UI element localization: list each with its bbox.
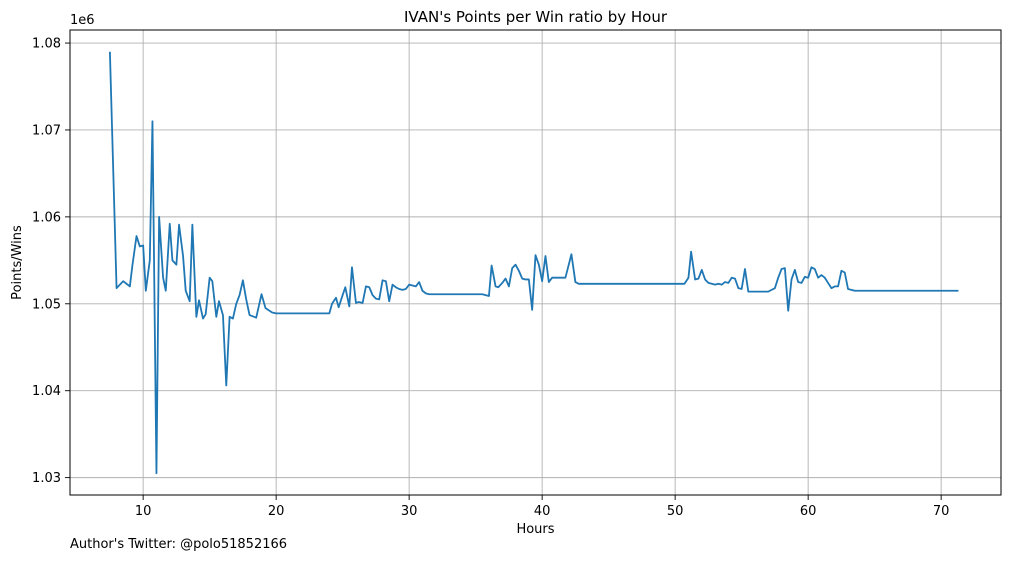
grid: [70, 30, 1001, 495]
y-tick-label: 1.07: [32, 123, 61, 138]
chart-title: IVAN's Points per Win ratio by Hour: [404, 8, 668, 26]
x-tick-label: 50: [667, 504, 684, 519]
y-tick-label: 1.03: [32, 471, 61, 486]
x-tick-label: 70: [933, 504, 950, 519]
y-tick-label: 1.04: [32, 384, 61, 399]
y-tick-label: 1.08: [32, 37, 61, 52]
ticks: 10 20 30 40 50 60 70 1.03 1.04 1.05 1.06 1.07 1.08: [32, 37, 949, 519]
y-tick-label: 1.06: [32, 210, 61, 225]
x-tick-label: 40: [534, 504, 551, 519]
x-tick-label: 60: [800, 504, 817, 519]
y-offset-label: 1e6: [70, 13, 95, 28]
x-tick-label: 30: [401, 504, 418, 519]
x-axis-label: Hours: [516, 522, 554, 537]
line-layer: [109, 51, 959, 475]
x-tick-label: 10: [135, 504, 152, 519]
author-footnote: Author's Twitter: @polo51852166: [70, 537, 288, 552]
y-axis-label: Points/Wins: [10, 225, 25, 300]
x-tick-label: 20: [268, 504, 285, 519]
series-line: [109, 51, 959, 475]
plot-frame: [69, 29, 1002, 496]
y-tick-label: 1.05: [32, 297, 61, 312]
